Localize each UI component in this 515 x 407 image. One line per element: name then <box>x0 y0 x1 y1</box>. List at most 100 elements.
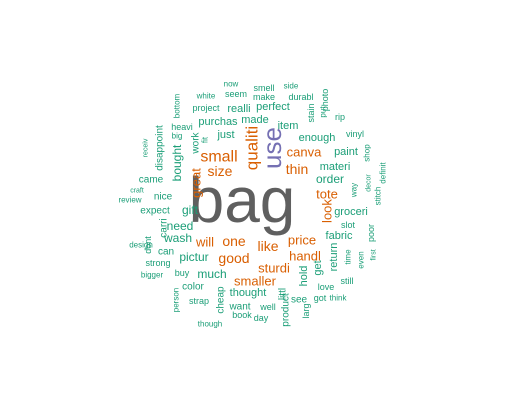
word-fit: fit <box>201 136 210 143</box>
word-craft: craft <box>130 188 144 195</box>
word-day: day <box>254 313 269 323</box>
word-poor: poor <box>366 224 376 242</box>
word-paint: paint <box>334 146 358 158</box>
word-perfect: perfect <box>256 101 290 113</box>
word-bigger: bigger <box>141 271 164 280</box>
word-canva: canva <box>287 145 322 160</box>
word-still: still <box>341 276 354 286</box>
word-durabl: durabl <box>288 92 313 102</box>
word-handl: handl <box>289 249 321 264</box>
word-made: made <box>241 114 269 126</box>
word-order: order <box>316 172 344 186</box>
word-much: much <box>197 267 226 281</box>
word-came: came <box>139 175 164 186</box>
word-use: use <box>257 127 287 169</box>
word-need: need <box>167 219 194 233</box>
word-fabric: fabric <box>326 230 353 242</box>
word-littl: littl <box>278 288 289 300</box>
word-realli: realli <box>227 103 250 115</box>
word-heavi: heavi <box>171 122 193 132</box>
word-time: time <box>344 249 353 265</box>
word-dont: dont <box>143 236 153 254</box>
word-shop: shop <box>363 144 372 162</box>
word-can: can <box>158 247 174 258</box>
word-strap: strap <box>189 296 209 306</box>
word-size: size <box>208 163 233 179</box>
word-review: review <box>118 196 141 205</box>
word-slot: slot <box>341 220 356 230</box>
word-think: think <box>330 294 348 303</box>
word-stain: stain <box>306 103 316 122</box>
word-carri: carri <box>159 218 170 237</box>
word-design: design <box>129 241 153 250</box>
word-expect: expect <box>140 206 170 217</box>
word-hold: hold <box>298 266 310 287</box>
word-sturdi: sturdi <box>258 261 290 276</box>
word-white: white <box>196 92 216 101</box>
word-bag: bag <box>189 164 296 236</box>
word-see: see <box>291 295 308 306</box>
word-good: good <box>218 250 249 266</box>
word-buy: buy <box>175 268 190 278</box>
word-thought: thought <box>230 287 267 299</box>
word-side: side <box>284 82 299 91</box>
word-return: return <box>328 243 340 272</box>
word-thin: thin <box>286 161 309 177</box>
word-color: color <box>182 282 204 293</box>
word-though: though <box>198 320 222 329</box>
word-qualiti: qualiti <box>243 126 262 170</box>
word-gift: gift <box>182 203 199 217</box>
word-item: item <box>278 120 299 132</box>
word-even: even <box>357 251 366 268</box>
word-photo: photo <box>320 89 330 112</box>
word-materi: materi <box>320 161 351 173</box>
word-strong: strong <box>145 258 170 268</box>
word-get: get <box>312 260 324 275</box>
word-got: got <box>314 293 327 303</box>
word-product: product <box>281 293 292 327</box>
word-price: price <box>288 233 316 248</box>
word-rip: rip <box>335 112 345 122</box>
word-smell: smell <box>253 83 274 93</box>
word-bought: bought <box>170 144 184 181</box>
word-receiv: receiv <box>143 138 150 157</box>
word-tote: tote <box>316 187 338 202</box>
word-love: love <box>318 282 335 292</box>
word-definit: definit <box>379 162 388 184</box>
word-book: book <box>232 310 252 320</box>
word-cheap: cheap <box>216 286 227 314</box>
word-purchas: purchas <box>198 116 238 128</box>
word-decor: decor <box>366 174 373 192</box>
word-stitch: stitch <box>374 187 383 206</box>
word-work: work <box>191 131 202 154</box>
word-wash: wash <box>163 231 192 245</box>
word-first: first <box>371 249 378 260</box>
word-look: look <box>320 199 335 223</box>
word-big: big <box>172 132 183 141</box>
word-want: want <box>228 302 250 313</box>
word-person: person <box>172 288 181 312</box>
word-nice: nice <box>154 192 173 203</box>
word-disappoint: disappoint <box>155 125 166 171</box>
word-now: now <box>224 80 239 89</box>
word-vinyl: vinyl <box>346 129 364 139</box>
word-smaller: smaller <box>234 274 277 289</box>
word-enough: enough <box>299 132 336 144</box>
word-put: put <box>319 106 328 118</box>
word-bottom: bottom <box>173 93 182 118</box>
word-make: make <box>253 92 275 102</box>
word-just: just <box>216 129 234 141</box>
word-one: one <box>222 233 246 249</box>
word-way: way <box>350 183 359 198</box>
word-like: like <box>257 238 278 254</box>
word-larg: larg <box>301 303 311 318</box>
word-great: great <box>189 168 204 198</box>
word-project: project <box>192 103 220 113</box>
word-well: well <box>259 302 276 312</box>
word-will: will <box>195 235 214 250</box>
word-pictur: pictur <box>179 250 208 264</box>
word-seem: seem <box>225 89 247 99</box>
word-groceri: groceri <box>334 206 368 218</box>
word-small: small <box>200 149 237 166</box>
